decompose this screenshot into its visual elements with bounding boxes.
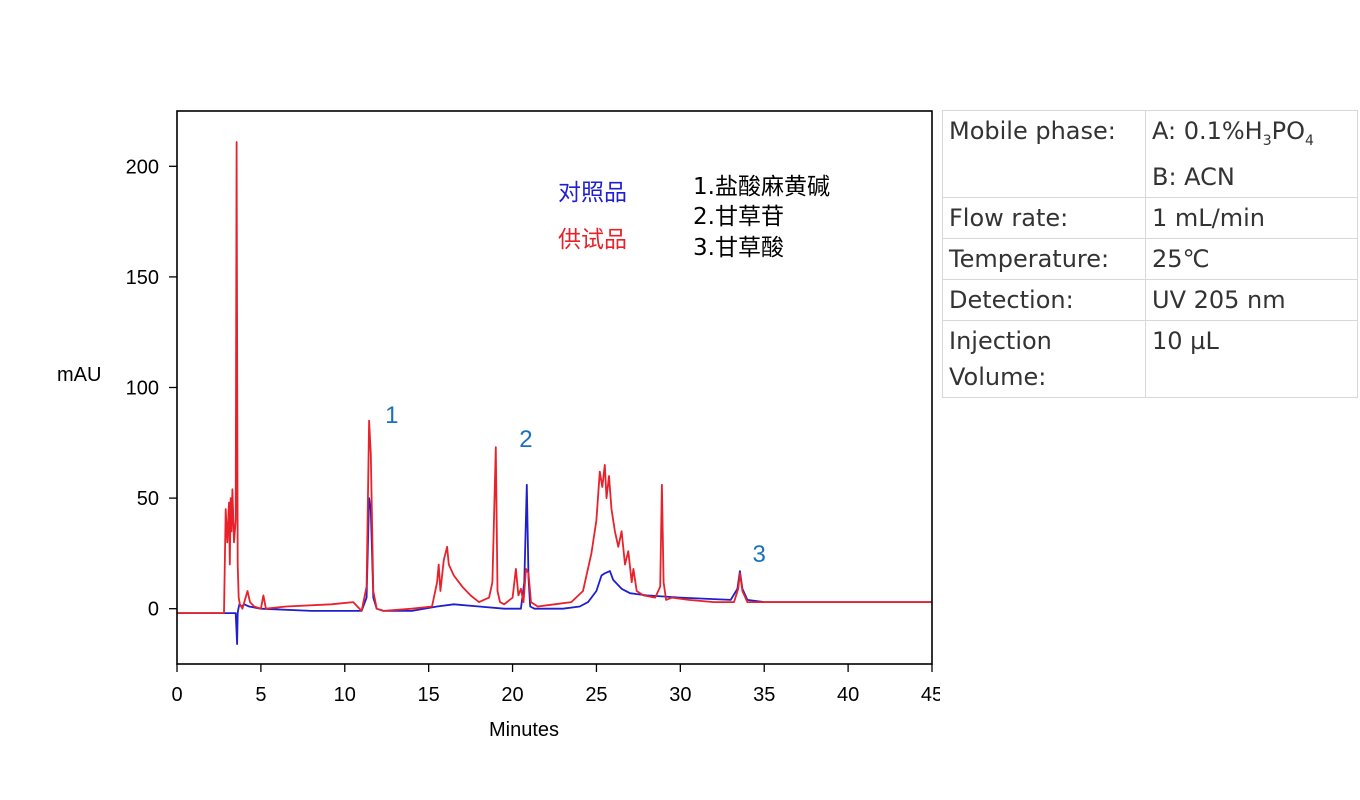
detection-label: Detection: (942, 278, 1146, 321)
y-tick-label: 200 (126, 156, 159, 178)
mobile-phase-b: B: ACN (1152, 162, 1235, 191)
temperature-label: Temperature: (942, 237, 1146, 280)
x-tick-label: 20 (501, 684, 523, 706)
flow-rate-value: 1 mL/min (1145, 196, 1358, 239)
y-tick-label: 150 (126, 267, 159, 289)
x-tick-label: 0 (171, 684, 182, 706)
x-tick-label: 15 (418, 684, 440, 706)
y-tick-label: 50 (137, 488, 159, 510)
x-axis-title: Minutes (489, 719, 559, 741)
injection-value: 10 µL (1145, 319, 1358, 398)
x-tick-label: 45 (921, 684, 940, 706)
compound-1-label: 1.盐酸麻黄碱 (693, 174, 830, 200)
flow-rate-label: Flow rate: (942, 196, 1146, 239)
temperature-row: Temperature: 25℃ (942, 237, 1358, 280)
y-tick-label: 100 (126, 378, 159, 400)
injection-row: Injection Volume: 10 µL (942, 319, 1358, 398)
x-tick-label: 35 (753, 684, 775, 706)
compound-3-label: 3.甘草酸 (693, 235, 784, 261)
mobile-phase-a: A: 0.1%H3PO4 (1152, 117, 1314, 149)
peak-label-3: 3 (753, 541, 766, 568)
conditions-table: Mobile phase: A: 0.1%H3PO4 B: ACN Flow r… (942, 110, 1358, 398)
y-tick-label: 0 (148, 599, 159, 621)
mobile-phase-value: A: 0.1%H3PO4 B: ACN (1145, 110, 1358, 198)
peak-labels: 1 2 3 (385, 402, 766, 568)
temperature-value: 25℃ (1145, 237, 1358, 280)
x-tick-label: 40 (837, 684, 859, 706)
compound-2-label: 2.甘草苷 (693, 204, 784, 230)
x-tick-label: 25 (585, 684, 607, 706)
detection-value: UV 205 nm (1145, 278, 1358, 321)
detection-row: Detection: UV 205 nm (942, 278, 1358, 321)
peak-label-2: 2 (519, 426, 532, 453)
flow-rate-row: Flow rate: 1 mL/min (942, 196, 1358, 239)
peak-label-1: 1 (385, 402, 398, 429)
plot-lines (177, 141, 932, 645)
mobile-phase-label: Mobile phase: (942, 110, 1146, 198)
x-tick-label: 10 (334, 684, 356, 706)
x-tick-label: 5 (255, 684, 266, 706)
y-axis-title: mAU (57, 364, 101, 386)
series-line-sample (177, 141, 932, 614)
y-axis: 0 50 100 150 200 (126, 156, 177, 621)
legend-reference: 对照品 (558, 180, 627, 206)
injection-label: Injection Volume: (942, 319, 1146, 398)
mobile-phase-row: Mobile phase: A: 0.1%H3PO4 B: ACN (942, 110, 1358, 198)
x-tick-label: 30 (669, 684, 691, 706)
x-axis: 0 5 10 15 20 25 30 35 40 45 (171, 664, 940, 706)
legend-sample: 供试品 (558, 227, 627, 253)
series-line-reference (177, 483, 932, 645)
